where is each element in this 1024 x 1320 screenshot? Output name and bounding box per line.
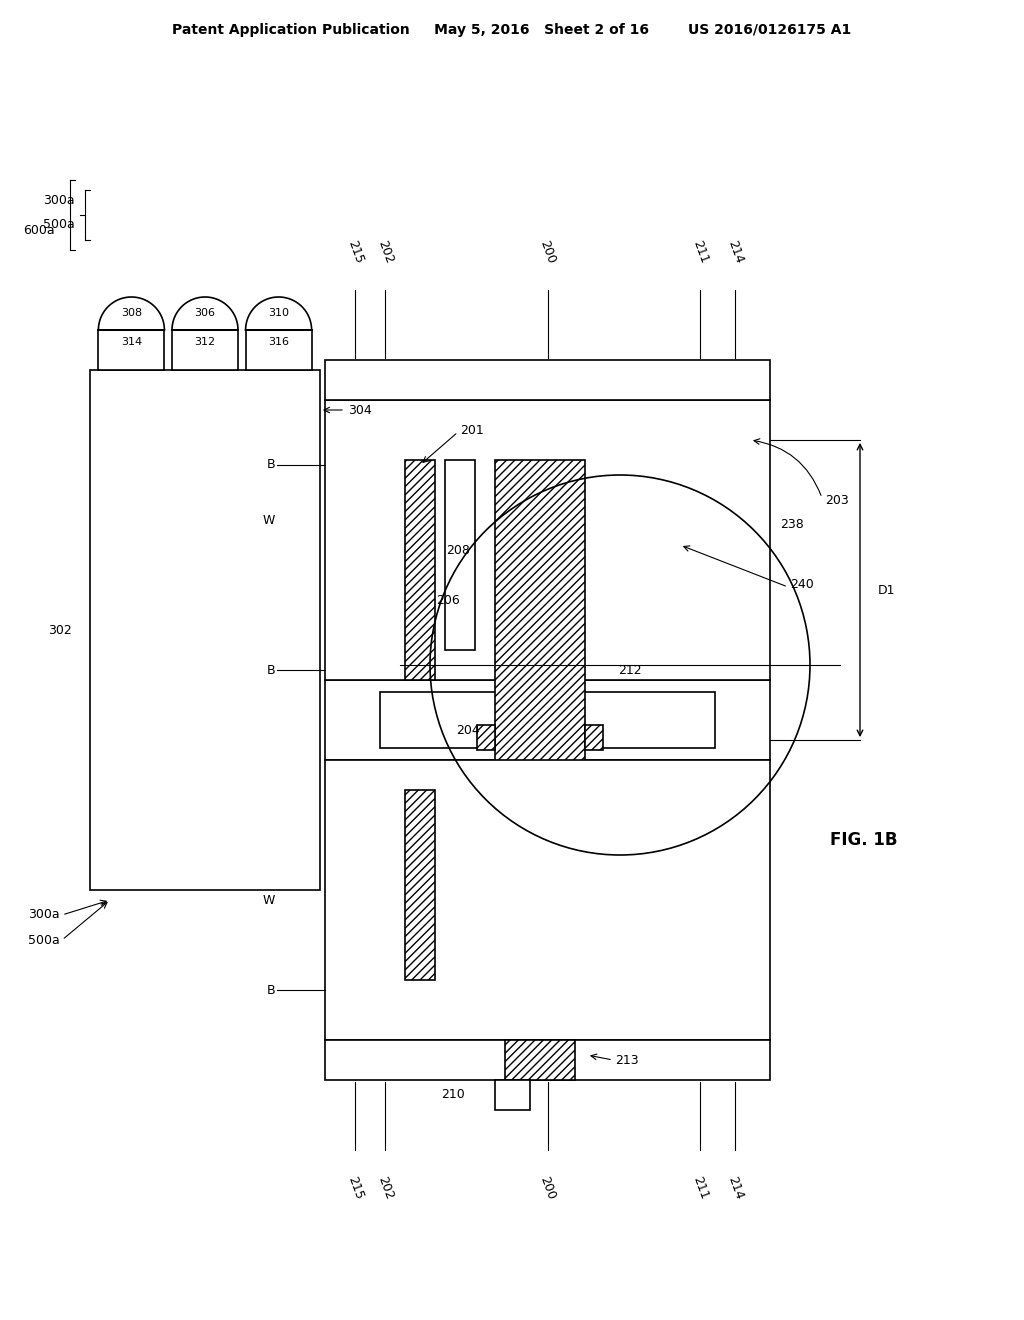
Text: B: B [266,664,275,676]
Text: 206: 206 [436,594,460,606]
Bar [477,725,495,750]
Text: 204: 204 [457,723,480,737]
Text: 200: 200 [538,238,558,265]
Text: W: W [262,513,275,527]
Text: 211: 211 [690,239,711,265]
Text: 202: 202 [375,238,395,265]
Text: FIG. 1B: FIG. 1B [830,832,897,849]
Text: 211: 211 [690,1175,711,1201]
Text: 203: 203 [825,494,849,507]
Bar [406,789,435,979]
Text: 600a: 600a [24,223,55,236]
Bar [585,766,603,789]
Text: 500a: 500a [43,219,75,231]
Bar [172,330,238,370]
Bar [325,360,770,400]
Bar [325,760,770,1040]
Text: 215: 215 [345,1175,366,1201]
Text: 314: 314 [121,337,142,347]
Text: 300a: 300a [29,908,60,921]
Bar [585,725,603,750]
Bar [477,766,495,789]
Text: 310: 310 [268,309,289,318]
Bar [495,1080,530,1110]
Bar [445,459,475,649]
Text: 210: 210 [441,1089,465,1101]
Bar [246,330,311,370]
Text: 308: 308 [121,309,142,318]
Text: 202: 202 [375,1175,395,1201]
Text: W: W [262,894,275,907]
Text: 213: 213 [615,1053,639,1067]
Text: 500a: 500a [29,933,60,946]
Bar [380,692,715,748]
Text: 208: 208 [446,544,470,557]
Text: 312: 312 [195,337,216,347]
Bar [406,459,435,680]
Text: 200: 200 [538,1175,558,1203]
Bar [585,805,603,830]
Text: D1: D1 [878,583,896,597]
Text: 304: 304 [348,404,372,417]
Bar [505,1040,575,1080]
Text: B: B [266,983,275,997]
Text: 240: 240 [790,578,814,591]
Text: 300a: 300a [43,194,75,206]
Text: Patent Application Publication     May 5, 2016   Sheet 2 of 16        US 2016/01: Patent Application Publication May 5, 20… [172,22,852,37]
Bar [495,459,585,890]
Text: B: B [266,458,275,471]
Text: 214: 214 [725,1175,745,1201]
Bar [90,370,319,890]
Bar [325,400,770,680]
Text: 306: 306 [195,309,215,318]
Text: 214: 214 [725,239,745,265]
Text: 215: 215 [345,238,366,265]
Text: 316: 316 [268,337,289,347]
Text: 302: 302 [48,623,72,636]
Text: 201: 201 [460,424,483,437]
Text: 238: 238 [780,519,804,532]
Bar [477,805,495,830]
Bar [325,680,770,760]
Text: 212: 212 [618,664,642,676]
Bar [325,1040,770,1080]
Bar [98,330,165,370]
